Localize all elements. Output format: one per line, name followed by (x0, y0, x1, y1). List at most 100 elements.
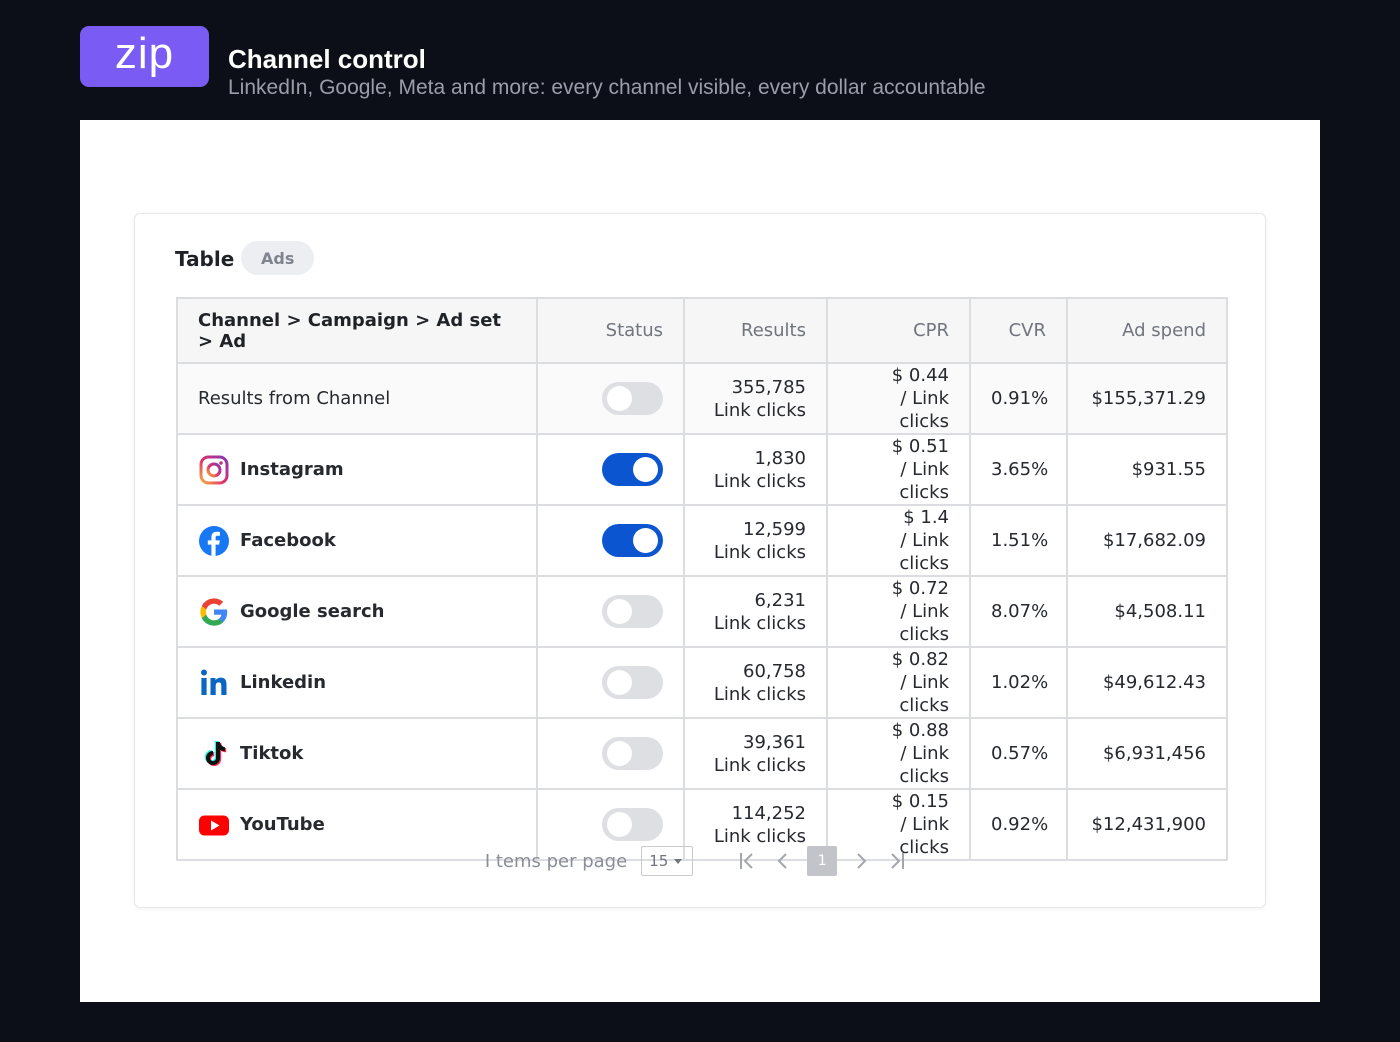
toggle-knob (633, 528, 658, 553)
results-cell: 1,830 Link clicks (683, 433, 828, 506)
cvr-cell: 0.92% (969, 788, 1068, 861)
items-per-page-value: 15 (649, 852, 669, 870)
ad-spend-cell: $155,371.29 (1066, 362, 1228, 435)
column-header-results[interactable]: Results (683, 297, 828, 364)
cpr-cell: $ 0.72 / Link clicks (826, 575, 971, 648)
results-cell: 6,231 Link clicks (683, 575, 828, 648)
results-unit: Link clicks (713, 825, 806, 847)
channel-name: YouTube (240, 814, 325, 835)
channel-cell: YouTube (176, 788, 538, 861)
cpr-value: $ 0.82 (891, 649, 949, 670)
results-value: 60,758 (743, 660, 806, 682)
page-subtitle: LinkedIn, Google, Meta and more: every c… (228, 76, 986, 99)
cvr-cell: 3.65% (969, 433, 1068, 506)
status-toggle[interactable] (602, 595, 663, 628)
cpr-unit: / Link clicks (899, 388, 949, 432)
column-header-ad-spend[interactable]: Ad spend (1066, 297, 1228, 364)
results-value: 39,361 (743, 731, 806, 753)
ad-spend-cell: $931.55 (1066, 433, 1228, 506)
status-cell (536, 504, 685, 577)
results-unit: Link clicks (713, 612, 806, 634)
cpr-unit: / Link clicks (899, 814, 949, 858)
toggle-knob (607, 741, 632, 766)
column-header-status[interactable]: Status (536, 297, 685, 364)
status-cell (536, 433, 685, 506)
status-cell (536, 362, 685, 435)
cpr-cell: $ 0.82 / Link clicks (826, 646, 971, 719)
ad-spend-cell: $12,431,900 (1066, 788, 1228, 861)
column-header-channel[interactable]: Channel > Campaign > Ad set > Ad (176, 297, 538, 364)
linkedin-icon (198, 667, 230, 699)
cpr-value: $ 0.15 (891, 791, 949, 812)
zip-logo: zip (80, 26, 209, 87)
cpr-cell: $ 0.88 / Link clicks (826, 717, 971, 790)
channel-name: Tiktok (240, 743, 304, 764)
status-cell (536, 717, 685, 790)
status-toggle[interactable] (602, 808, 663, 841)
cpr-cell: $ 0.15 / Link clicks (826, 788, 971, 861)
table-row-facebook[interactable]: Facebook 12,599 Link clicks $ 1.4 / Link… (176, 504, 1228, 577)
status-toggle[interactable] (602, 453, 663, 486)
cvr-cell: 0.57% (969, 717, 1068, 790)
column-header-cpr[interactable]: CPR (826, 297, 971, 364)
status-toggle[interactable] (602, 524, 663, 557)
cpr-unit: / Link clicks (899, 743, 949, 787)
toggle-knob (607, 386, 632, 411)
last-page-icon[interactable] (883, 846, 911, 876)
results-value: 12,599 (743, 518, 806, 540)
card-title: Table (175, 247, 235, 271)
table-row-instagram[interactable]: Instagram 1,830 Link clicks $ 0.51 / Lin… (176, 433, 1228, 506)
cvr-cell: 8.07% (969, 575, 1068, 648)
channel-cell: Facebook (176, 504, 538, 577)
results-cell: 355,785 Link clicks (683, 362, 828, 435)
results-unit: Link clicks (713, 399, 806, 421)
ad-spend-cell: $17,682.09 (1066, 504, 1228, 577)
status-cell (536, 788, 685, 861)
channel-name: Instagram (240, 459, 344, 480)
caret-down-icon (674, 858, 683, 864)
ads-tag[interactable]: Ads (241, 241, 315, 275)
toggle-knob (607, 599, 632, 624)
results-cell: 12,599 Link clicks (683, 504, 828, 577)
current-page-button[interactable]: 1 (807, 846, 838, 876)
next-page-icon[interactable] (847, 846, 875, 876)
cvr-cell: 0.91% (969, 362, 1068, 435)
first-page-icon[interactable] (733, 846, 761, 876)
cvr-cell: 1.02% (969, 646, 1068, 719)
results-value: 114,252 (731, 802, 806, 824)
table-row-linkedin[interactable]: Linkedin 60,758 Link clicks $ 0.82 / Lin… (176, 646, 1228, 719)
status-toggle[interactable] (602, 382, 663, 415)
google-icon (198, 596, 230, 628)
prev-page-icon[interactable] (769, 846, 797, 876)
table-row-google-search[interactable]: Google search 6,231 Link clicks $ 0.72 /… (176, 575, 1228, 648)
cpr-value: $ 0.44 (891, 365, 949, 386)
cpr-unit: / Link clicks (899, 601, 949, 645)
channel-cell: Google search (176, 575, 538, 648)
cpr-value: $ 0.88 (891, 720, 949, 741)
column-header-cvr[interactable]: CVR (969, 297, 1068, 364)
channel-name: Linkedin (240, 672, 327, 693)
channel-cell: Tiktok (176, 717, 538, 790)
results-value: 1,830 (754, 447, 806, 469)
channel-cell: Linkedin (176, 646, 538, 719)
results-unit: Link clicks (713, 470, 806, 492)
cpr-value: $ 0.72 (891, 578, 949, 599)
channel-name: Results from Channel (198, 388, 391, 409)
toggle-knob (633, 457, 658, 482)
cpr-cell: $ 1.4 / Link clicks (826, 504, 971, 577)
status-toggle[interactable] (602, 666, 663, 699)
results-unit: Link clicks (713, 683, 806, 705)
table-row-tiktok[interactable]: Tiktok 39,361 Link clicks $ 0.88 / Link … (176, 717, 1228, 790)
table-row-youtube[interactable]: YouTube 114,252 Link clicks $ 0.15 / Lin… (176, 788, 1228, 861)
status-toggle[interactable] (602, 737, 663, 770)
ad-spend-cell: $49,612.43 (1066, 646, 1228, 719)
status-cell (536, 575, 685, 648)
cpr-unit: / Link clicks (899, 672, 949, 716)
channel-name: Google search (240, 601, 385, 622)
results-unit: Link clicks (713, 541, 806, 563)
items-per-page-select[interactable]: 15 (641, 846, 694, 876)
table-card: Table Ads Channel > Campaign > Ad set > … (134, 213, 1266, 908)
results-value: 355,785 (731, 376, 806, 398)
cpr-unit: / Link clicks (899, 459, 949, 503)
channel-cell: Results from Channel (176, 362, 538, 435)
